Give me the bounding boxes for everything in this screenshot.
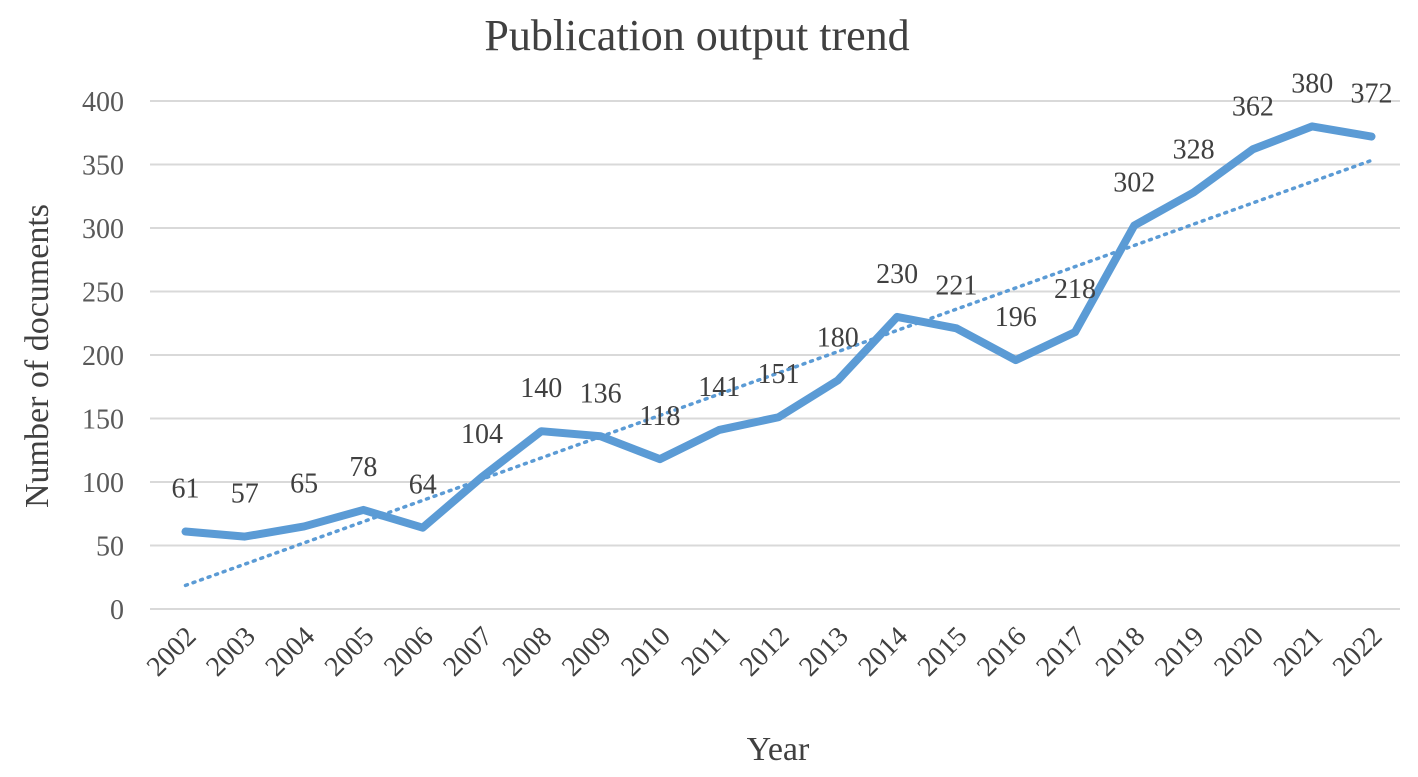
data-label: 218 (1054, 274, 1096, 305)
x-tick-label: 2018 (1090, 621, 1152, 683)
data-label: 136 (580, 378, 622, 409)
y-tick-label: 350 (82, 151, 124, 182)
y-axis-ticks: 0 50 100 150 200 250 300 350 400 (82, 87, 124, 626)
x-tick-label: 2020 (1208, 621, 1270, 683)
data-label: 65 (290, 468, 318, 499)
y-tick-label: 200 (82, 341, 124, 372)
data-label: 362 (1232, 91, 1274, 122)
series-group (181, 122, 1376, 541)
x-tick-label: 2002 (141, 621, 203, 683)
data-label: 151 (758, 359, 800, 390)
x-tick-label: 2012 (734, 621, 796, 683)
data-label: 118 (639, 401, 680, 432)
y-tick-label: 300 (82, 214, 124, 245)
x-tick-label: 2015 (912, 621, 974, 683)
x-tick-label: 2010 (615, 621, 677, 683)
data-label: 221 (935, 270, 977, 301)
y-tick-label: 150 (82, 405, 124, 436)
y-tick-label: 50 (96, 532, 124, 563)
data-label: 61 (172, 474, 200, 505)
x-tick-label: 2003 (200, 621, 262, 683)
x-axis-ticks: 2002200320042005200620072008200920102011… (141, 621, 1389, 683)
data-label: 302 (1113, 167, 1155, 198)
data-label: 230 (876, 259, 918, 290)
data-label: 140 (520, 373, 562, 404)
y-tick-label: 0 (110, 595, 124, 626)
x-tick-label: 2008 (497, 621, 559, 683)
x-tick-label: 2021 (1268, 621, 1330, 683)
data-label: 141 (698, 372, 740, 403)
x-tick-label: 2011 (675, 621, 736, 682)
y-axis-title: Number of documents (19, 204, 56, 508)
x-tick-label: 2009 (556, 621, 618, 683)
gridlines (150, 100, 1400, 610)
data-label: 78 (349, 452, 377, 483)
data-label: 328 (1173, 134, 1215, 165)
x-tick-label: 2005 (319, 621, 381, 683)
chart-title: Publication output trend (484, 11, 909, 60)
data-label: 380 (1291, 68, 1333, 99)
x-tick-label: 2016 (971, 621, 1033, 683)
y-tick-label: 400 (82, 87, 124, 118)
data-label: 180 (817, 322, 859, 353)
series-line (181, 122, 1376, 541)
x-tick-label: 2014 (853, 621, 915, 683)
data-label: 372 (1351, 79, 1393, 110)
y-tick-label: 100 (82, 468, 124, 499)
x-axis-title: Year (747, 731, 810, 768)
data-label: 57 (231, 479, 259, 510)
x-tick-label: 2017 (1030, 621, 1092, 683)
x-tick-label: 2022 (1327, 621, 1389, 683)
x-tick-label: 2019 (1149, 621, 1211, 683)
x-tick-label: 2006 (378, 621, 440, 683)
data-label: 196 (995, 302, 1037, 333)
x-tick-label: 2004 (260, 621, 322, 683)
x-tick-label: 2007 (437, 621, 499, 683)
y-tick-label: 250 (82, 278, 124, 309)
data-labels: 61 57 65 78 64 104 140 136 118 141 151 180 230 221 196… (172, 68, 1393, 509)
x-tick-label: 2013 (793, 621, 855, 683)
data-label: 64 (409, 470, 437, 501)
data-label: 104 (461, 419, 503, 450)
